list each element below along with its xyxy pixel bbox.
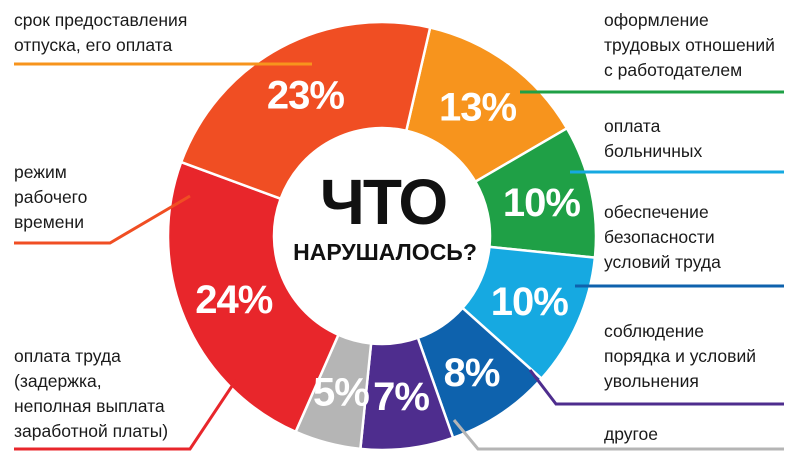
slice-label-1-line-0: оформление [604,10,709,30]
slice-percent-label-2: 10% [491,280,568,324]
slice-6 [166,160,341,434]
slice-label-1-line-1: трудовых отношений [604,35,775,55]
slice-label-3-line-2: условий труда [604,252,721,272]
slice-percent-label-1: 10% [503,181,580,225]
leader-line-4 [528,369,784,406]
center-title-line-1: ЧТО [320,166,446,238]
slice-label-1-line-2: с работодателем [604,60,742,80]
slice-7 [179,20,432,201]
slice-percent-label-6: 24% [195,278,272,322]
slice-label-6-line-1: (задержка, [14,371,102,391]
slice-label-6-line-3: заработной платы) [14,421,168,441]
slice-percent-label-7: 23% [267,73,344,117]
slice-label-3-line-0: обеспечение [604,202,709,222]
slice-label-0-line-0: срок предоставления [14,10,187,30]
slice-label-7-line-2: времени [14,212,84,232]
center-title-line-2: НАРУШАЛОСЬ? [293,239,477,265]
slice-percent-label-5: 5% [313,371,369,415]
slice-label-3-line-1: безопасности [604,227,715,247]
slice-percent-label-3: 8% [444,351,500,395]
slice-label-5-line-0: другое [604,424,658,444]
slice-label-4-line-2: увольнения [604,371,699,391]
leader-line-5 [452,419,784,451]
slice-label-2-line-1: больничных [604,141,702,161]
slice-percent-label-0: 13% [439,85,516,129]
slice-label-6-line-0: оплата труда [14,346,121,366]
slice-label-6-line-2: неполная выплата [14,396,165,416]
slice-percent-label-4: 7% [373,375,429,419]
leader-line-6 [14,379,238,451]
slice-label-0-line-1: отпуска, его оплата [14,35,173,55]
leader-line-7 [14,194,191,245]
slice-label-7-line-0: режим [14,162,67,182]
slice-label-2-line-0: оплата [604,116,661,136]
slice-label-4-line-1: порядка и условий [604,346,756,366]
slice-label-4-line-0: соблюдение [604,321,704,341]
slice-label-7-line-1: рабочего [14,187,87,207]
